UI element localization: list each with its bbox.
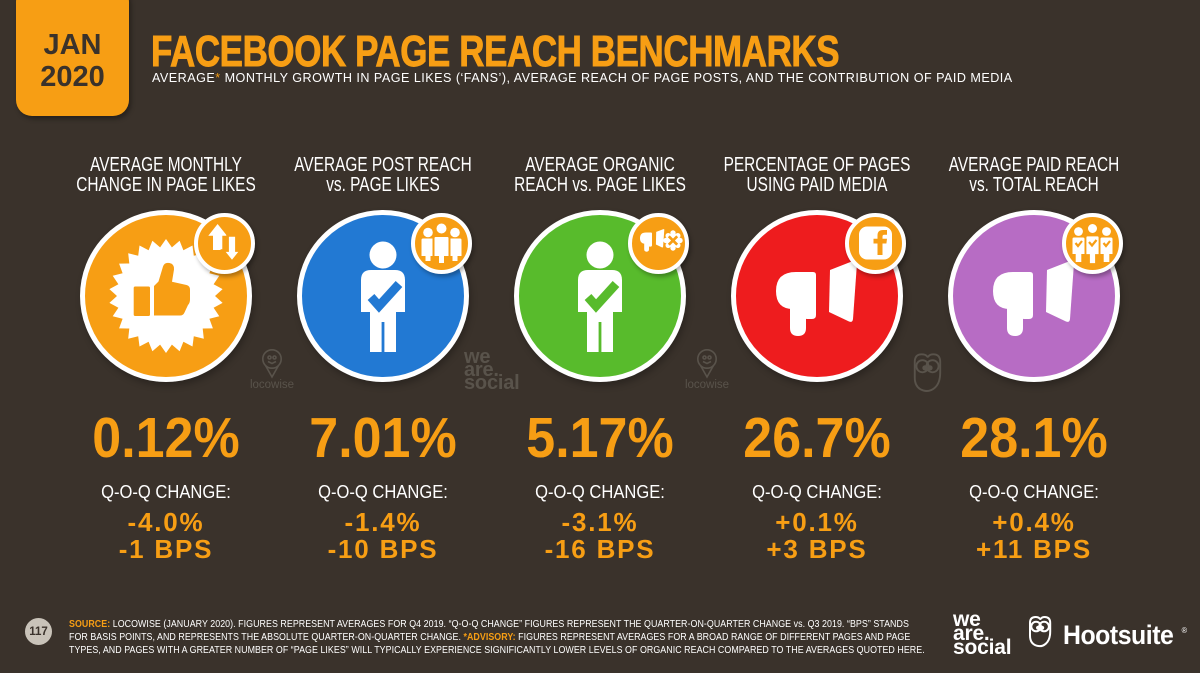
svg-text:®: ® xyxy=(1182,626,1188,635)
svg-text:Hootsuite: Hootsuite xyxy=(1063,621,1173,650)
svg-text:locowise: locowise xyxy=(250,379,294,391)
svg-text:locowise: locowise xyxy=(685,379,729,391)
